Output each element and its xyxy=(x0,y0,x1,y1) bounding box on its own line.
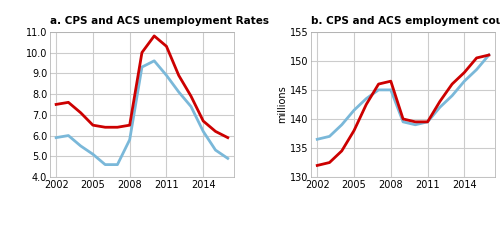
Text: b. CPS and ACS employment counts: b. CPS and ACS employment counts xyxy=(311,16,500,26)
Y-axis label: millions: millions xyxy=(277,86,287,123)
Text: a. CPS and ACS unemployment Rates: a. CPS and ACS unemployment Rates xyxy=(50,16,269,26)
Legend: CPS, ACS: CPS, ACS xyxy=(341,223,465,227)
Legend: CPS, ACS: CPS, ACS xyxy=(80,223,204,227)
